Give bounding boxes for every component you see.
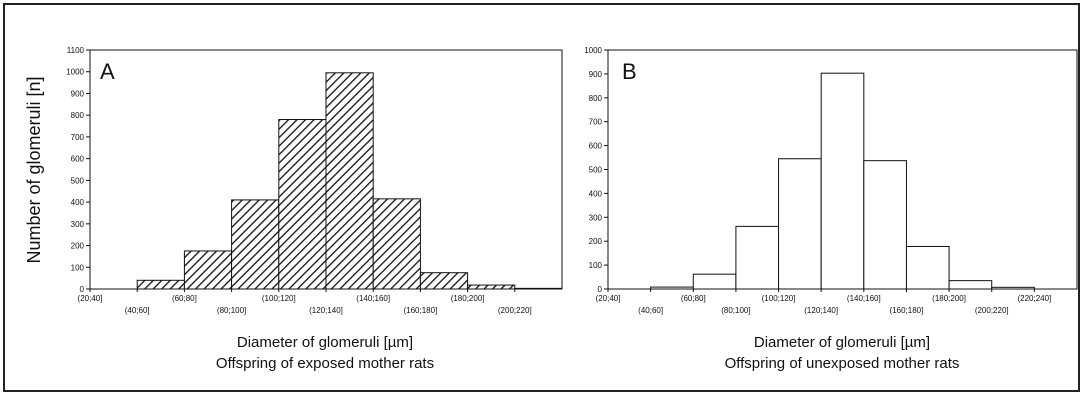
bar-a [231,199,280,290]
bar-a [183,250,233,290]
y-tick-label-a: 800 [71,111,85,120]
y-tick-label-a: 900 [71,89,85,98]
x-tick-label-b: (100;120] [762,294,796,303]
x-tick-label-a: (100;120] [262,294,296,303]
y-tick-label-a: 300 [71,220,85,229]
x-tick-label-a: (180;200] [451,294,485,303]
bar-b [863,160,907,290]
y-tick-label-b: 300 [589,213,603,222]
x-tick-label-b: (20;40] [596,294,621,303]
y-tick-label-a: 200 [71,242,85,251]
y-tick-label-a: 1100 [67,46,85,55]
bar-b [650,286,694,290]
x-tick-label-b: (200;220] [975,306,1009,315]
bar-b [991,286,1035,290]
x-tick-label-b: (220;240] [1017,294,1051,303]
y-tick-label-a: 100 [71,263,85,272]
x-tick-label-a: (60;80] [172,294,197,303]
x-tick-label-a: (160;180] [403,306,437,315]
subtitle-b: Offspring of unexposed mother rats [725,355,960,372]
x-tick-label-a: (20;40] [78,294,103,303]
bar-b [905,245,950,290]
chart-panel-a: A Diameter of glomeruli [µm] Offspring o… [66,46,563,372]
x-tick-label-a: (140;160] [356,294,390,303]
y-tick-label-a: 600 [71,155,85,164]
y-tick-label-a: 400 [71,198,85,207]
bar-a [325,72,374,290]
y-axis-label: Number of glomeruli [n] [24,76,44,263]
subtitle-a: Offspring of exposed mother rats [216,355,434,372]
x-tick-label-a: (120;140] [309,306,343,315]
x-axis-label-b: Diameter of glomeruli [µm] [754,334,930,351]
panel-label-b: B [622,59,637,84]
x-tick-label-a: (40;60] [125,306,150,315]
y-tick-label-b: 200 [589,237,603,246]
x-tick-label-b: (180;200] [932,294,966,303]
x-axis-label-a: Diameter of glomeruli [µm] [237,334,413,351]
x-tick-label-b: (40;60] [638,306,663,315]
bar-a [419,272,469,290]
y-tick-label-b: 0 [598,285,603,294]
y-tick-label-b: 400 [589,189,603,198]
y-tick-label-a: 700 [71,133,85,142]
y-tick-label-b: 900 [589,70,603,79]
x-tick-label-b: (160;180] [890,306,924,315]
bar-b [820,72,865,290]
bar-a [278,119,327,290]
y-tick-label-b: 1000 [584,46,602,55]
x-tick-label-b: (60;80] [681,294,706,303]
bar-a [514,287,563,290]
y-tick-label-b: 100 [589,261,603,270]
x-tick-label-b: (80;100] [721,306,750,315]
y-tick-label-a: 1000 [66,68,84,77]
bar-b [692,273,737,290]
y-tick-label-a: 0 [80,285,85,294]
bar-a [136,279,185,290]
bar-b [778,158,822,290]
x-tick-label-a: (200;220] [498,306,532,315]
x-tick-label-b: (140;160] [847,294,881,303]
x-tick-label-b: (120;140] [804,306,838,315]
chart-panel-b: B Diameter of glomeruli [µm] Offspring o… [584,46,1078,372]
x-tick-label-a: (80;100] [217,306,246,315]
bar-a [467,284,516,290]
y-tick-label-a: 500 [71,176,85,185]
y-tick-label-b: 500 [589,166,603,175]
y-tick-label-b: 600 [589,142,603,151]
y-tick-label-b: 800 [589,94,603,103]
panel-label-a: A [100,59,115,84]
bar-b [948,280,993,290]
bar-b [735,225,780,290]
bar-a [372,198,421,290]
y-tick-label-b: 700 [589,118,603,127]
